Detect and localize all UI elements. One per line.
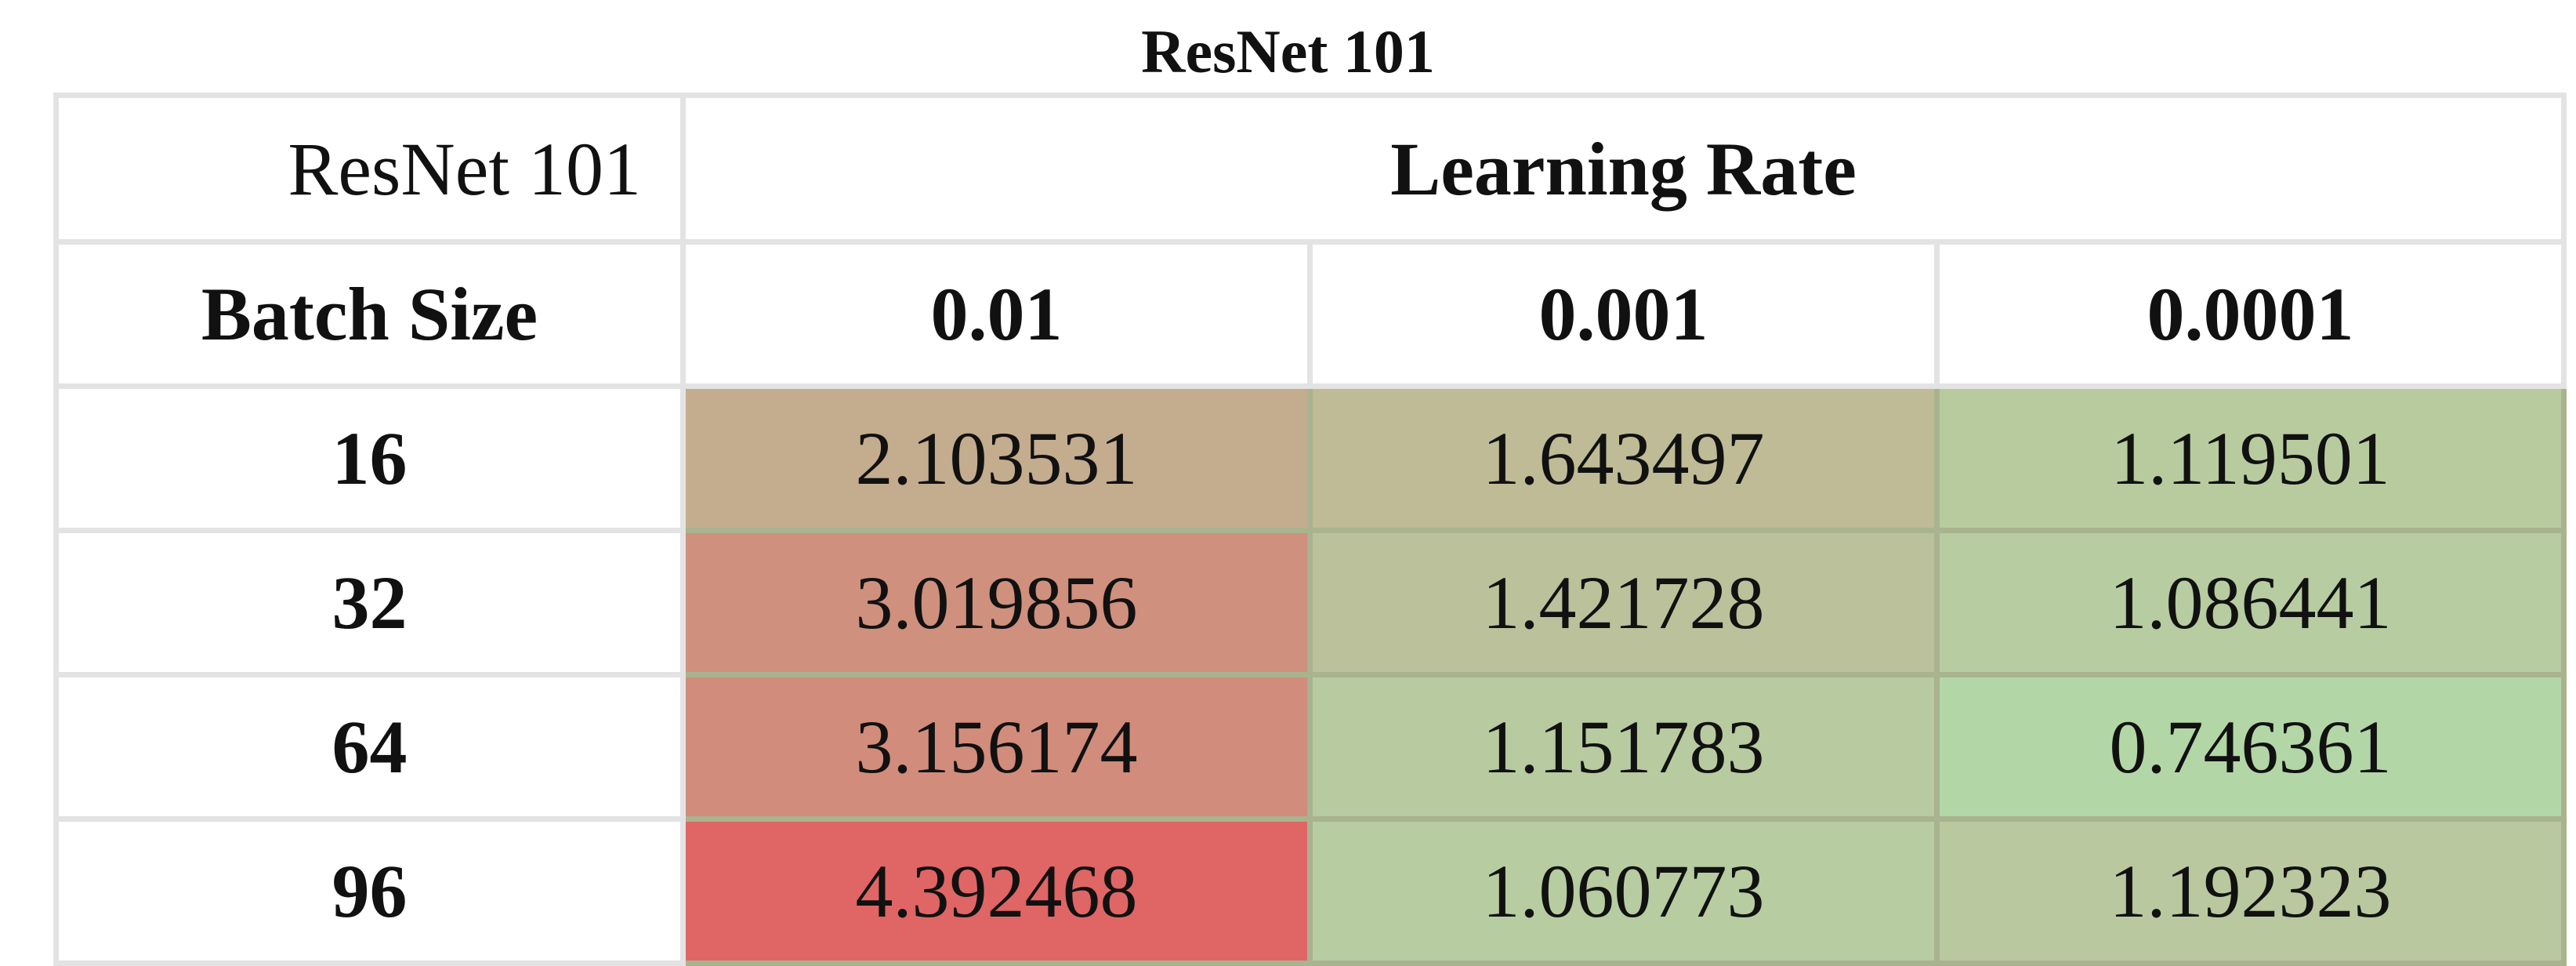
heatmap-cell: 0.746361 [1933,672,2567,822]
heatmap-cell: 3.019856 [680,528,1313,677]
row-label-3: 96 [53,816,686,966]
header-row-group: ResNet 101 Learning Rate [53,93,2567,245]
corner-label: ResNet 101 [53,93,686,245]
heatmap-cell: 1.192323 [1933,816,2567,966]
heatmap-cell: 1.643497 [1307,383,1940,533]
row-label-0: 16 [53,383,686,533]
heatmap-cell: 3.156174 [680,672,1313,822]
table-title: ResNet 101 [1141,17,1435,85]
heatmap-cell: 1.151783 [1307,672,1940,822]
heatmap-cell: 1.119501 [1933,383,2567,533]
row-label-2: 64 [53,672,686,822]
heatmap-cell: 1.421728 [1307,528,1940,677]
table-row: 96 4.392468 1.060773 1.192323 [53,816,2567,966]
col-header-0: 0.01 [680,239,1313,389]
heatmap-cell: 2.103531 [680,383,1313,533]
learning-rate-header: Learning Rate [679,93,2567,245]
heatmap-cell: 1.086441 [1933,528,2567,677]
table-row: 64 3.156174 1.151783 0.746361 [53,672,2567,822]
table-row: 32 3.019856 1.421728 1.086441 [53,528,2567,677]
table-row: 16 2.103531 1.643497 1.119501 [53,383,2567,533]
col-header-1: 0.001 [1307,239,1940,389]
col-header-2: 0.0001 [1933,239,2567,389]
header-row-columns: Batch Size 0.01 0.001 0.0001 [53,239,2567,389]
row-label-1: 32 [53,528,686,677]
results-table: ResNet 101 Learning Rate Batch Size 0.01… [53,93,2567,966]
heatmap-cell: 1.060773 [1307,816,1940,966]
heatmap-cell: 4.392468 [680,816,1313,966]
batch-size-header: Batch Size [53,239,686,389]
